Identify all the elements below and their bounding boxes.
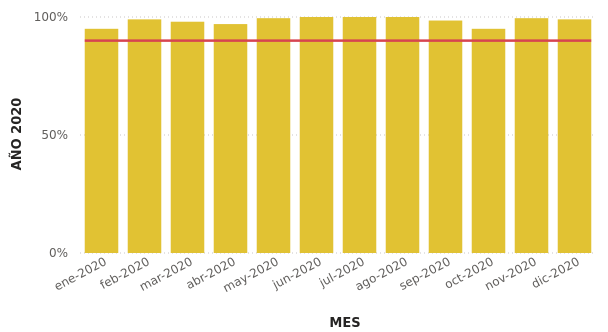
bar-jun-2020[interactable] [300,17,334,253]
bar-mar-2020[interactable] [171,22,205,253]
bar-ago-2020[interactable] [386,17,420,253]
y-axis-title: AÑO 2020 [9,98,25,171]
y-tick-labels: 0% 50% 100% [34,10,68,260]
x-tick-label: jun-2020 [269,254,324,292]
bar-feb-2020[interactable] [128,19,162,253]
bar-nov-2020[interactable] [515,18,549,253]
x-tick-label: ene-2020 [52,254,109,293]
bar-may-2020[interactable] [257,18,291,253]
y-tick-label: 0% [49,246,68,260]
bar-sep-2020[interactable] [429,21,463,253]
y-tick-label: 50% [41,128,68,142]
y-tick-label: 100% [34,10,68,24]
bar-dic-2020[interactable] [558,19,592,253]
x-tick-labels: ene-2020feb-2020mar-2020abr-2020may-2020… [52,254,582,295]
bar-ene-2020[interactable] [85,29,119,253]
bar-abr-2020[interactable] [214,24,248,253]
x-axis-title: MES [329,316,360,331]
bar-jul-2020[interactable] [343,17,377,253]
bar-oct-2020[interactable] [472,29,506,253]
bars [85,17,592,253]
x-tick-label: dic-2020 [529,254,582,291]
